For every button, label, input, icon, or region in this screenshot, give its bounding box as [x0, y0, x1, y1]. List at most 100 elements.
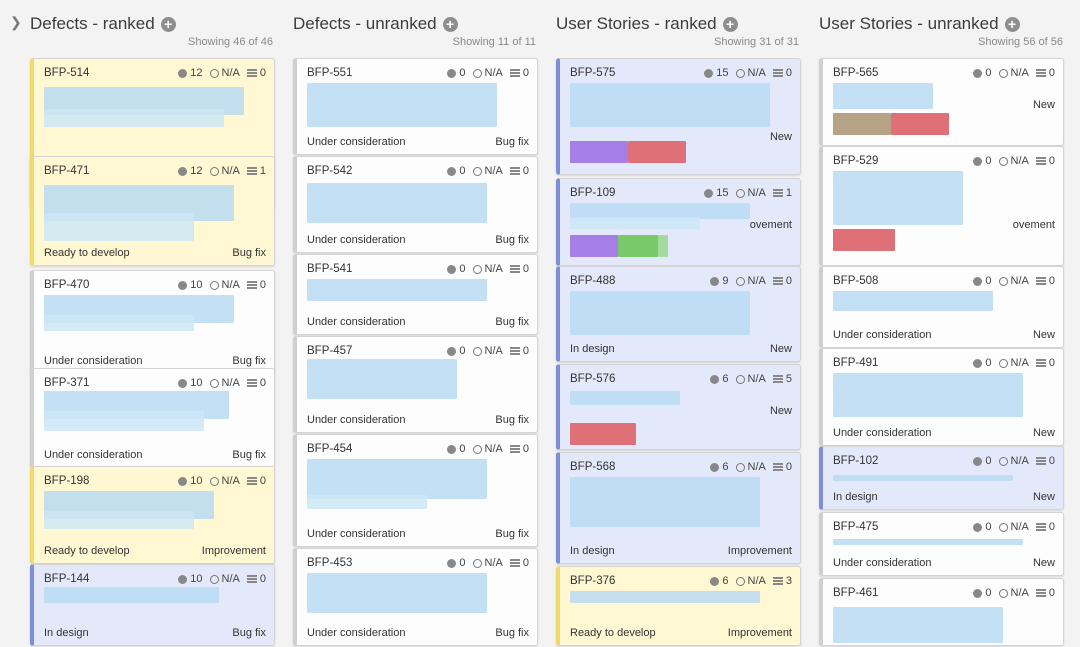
- story-card[interactable]: BFP-454 0 N/A 0 Under consideration Bug fix: [293, 434, 538, 547]
- estimate-value: N/A: [747, 187, 766, 199]
- card-id[interactable]: BFP-576: [570, 373, 616, 385]
- story-card[interactable]: BFP-508 0 N/A 0 Under consideration New: [819, 266, 1064, 348]
- list-icon: [772, 277, 783, 285]
- list-icon: [1035, 277, 1046, 285]
- story-card[interactable]: BFP-109 15 N/A 1 ovement: [556, 178, 801, 266]
- info-icon: [704, 188, 714, 198]
- card-type: New: [1032, 99, 1055, 111]
- story-card[interactable]: BFP-542 0 N/A 0 Under consideration Bug fix: [293, 156, 538, 253]
- card-meta: 12 N/A 1: [178, 165, 266, 177]
- estimate-value: N/A: [221, 67, 240, 79]
- discussion-count-value: 12: [190, 165, 203, 177]
- story-card[interactable]: BFP-471 12 N/A 1 Ready to develop Bug fix: [30, 156, 275, 266]
- chevron-right-icon[interactable]: ❯: [10, 14, 22, 30]
- estimate: N/A: [472, 345, 503, 357]
- story-card[interactable]: BFP-551 0 N/A 0 Under consideration Bug fix: [293, 58, 538, 155]
- task-count-value: 0: [1048, 357, 1055, 369]
- card-id[interactable]: BFP-198: [44, 475, 90, 487]
- discussion-count-value: 6: [722, 461, 729, 473]
- redacted-title: [307, 359, 457, 399]
- task-count-value: 0: [1048, 455, 1055, 467]
- task-count: 0: [1035, 521, 1055, 533]
- card-id[interactable]: BFP-488: [570, 275, 616, 287]
- card-id[interactable]: BFP-461: [833, 587, 879, 599]
- redacted-title: [44, 315, 194, 331]
- card-id[interactable]: BFP-508: [833, 275, 879, 287]
- card-id[interactable]: BFP-575: [570, 67, 616, 79]
- estimate: N/A: [735, 575, 766, 587]
- add-card-icon[interactable]: +: [722, 16, 738, 32]
- discussion-count: 0: [973, 67, 992, 79]
- task-count: 0: [772, 461, 792, 473]
- card-id[interactable]: BFP-102: [833, 455, 879, 467]
- card-id[interactable]: BFP-470: [44, 279, 90, 291]
- estimate-value: N/A: [484, 345, 503, 357]
- add-card-icon[interactable]: +: [160, 16, 176, 32]
- story-card[interactable]: BFP-102 0 N/A 0 In design New: [819, 446, 1064, 510]
- clock-icon: [209, 280, 219, 290]
- story-card[interactable]: BFP-198 10 N/A 0 Ready to develop Improvement: [30, 466, 275, 564]
- redacted-title: [44, 213, 194, 241]
- estimate-value: N/A: [221, 165, 240, 177]
- card-id[interactable]: BFP-454: [307, 443, 353, 455]
- story-card[interactable]: BFP-470 10 N/A 0 Under consideration Bug fix: [30, 270, 275, 374]
- redacted-title: [44, 511, 194, 529]
- story-card[interactable]: BFP-376 6 N/A 3 Ready to develop Improvement: [556, 566, 801, 646]
- discussion-count-value: 0: [985, 587, 992, 599]
- story-card[interactable]: BFP-529 0 N/A 0 ovement: [819, 146, 1064, 266]
- estimate: N/A: [998, 521, 1029, 533]
- card-id[interactable]: BFP-565: [833, 67, 879, 79]
- story-card[interactable]: BFP-541 0 N/A 0 Under consideration Bug fix: [293, 254, 538, 335]
- story-card[interactable]: BFP-491 0 N/A 0 Under consideration New: [819, 348, 1064, 446]
- card-id[interactable]: BFP-541: [307, 263, 353, 275]
- card-id[interactable]: BFP-542: [307, 165, 353, 177]
- card-id[interactable]: BFP-529: [833, 155, 879, 167]
- story-card[interactable]: BFP-576 6 N/A 5 New: [556, 364, 801, 450]
- card-id[interactable]: BFP-109: [570, 187, 616, 199]
- story-card[interactable]: BFP-457 0 N/A 0 Under consideration Bug fix: [293, 336, 538, 433]
- clock-icon: [998, 68, 1008, 78]
- card-id[interactable]: BFP-371: [44, 377, 90, 389]
- card-id[interactable]: BFP-471: [44, 165, 90, 177]
- clock-icon: [998, 456, 1008, 466]
- story-card[interactable]: BFP-461 0 N/A 0: [819, 578, 1064, 646]
- list-icon: [1035, 157, 1046, 165]
- story-card[interactable]: BFP-453 0 N/A 0 Under consideration Bug fix: [293, 548, 538, 646]
- discussion-count: 12: [178, 165, 203, 177]
- discussion-count: 0: [973, 155, 992, 167]
- info-icon: [973, 588, 983, 598]
- task-count: 0: [1035, 587, 1055, 599]
- redacted-title: [570, 391, 680, 405]
- card-id[interactable]: BFP-475: [833, 521, 879, 533]
- card-status: Under consideration: [44, 449, 143, 461]
- column-count: Showing 11 of 11: [452, 36, 536, 48]
- story-card[interactable]: BFP-488 9 N/A 0 In design New: [556, 266, 801, 362]
- story-card[interactable]: BFP-568 6 N/A 0 In design Improvement: [556, 452, 801, 564]
- story-card[interactable]: BFP-565 0 N/A 0 New: [819, 58, 1064, 146]
- add-card-icon[interactable]: +: [442, 16, 458, 32]
- card-id[interactable]: BFP-568: [570, 461, 616, 473]
- card-id[interactable]: BFP-551: [307, 67, 353, 79]
- story-card[interactable]: BFP-475 0 N/A 0 Under consideration New: [819, 512, 1064, 576]
- card-id[interactable]: BFP-491: [833, 357, 879, 369]
- list-icon: [509, 167, 520, 175]
- card-id[interactable]: BFP-514: [44, 67, 90, 79]
- card-id[interactable]: BFP-376: [570, 575, 616, 587]
- add-card-icon[interactable]: +: [1004, 16, 1020, 32]
- discussion-count-value: 10: [190, 279, 203, 291]
- discussion-count-value: 15: [716, 187, 729, 199]
- story-card[interactable]: BFP-144 10 N/A 0 In design Bug fix: [30, 564, 275, 646]
- estimate: N/A: [735, 461, 766, 473]
- card-id[interactable]: BFP-144: [44, 573, 90, 585]
- estimate-value: N/A: [1010, 357, 1029, 369]
- clock-icon: [209, 476, 219, 486]
- discussion-count: 12: [178, 67, 203, 79]
- card-type: Improvement: [201, 545, 266, 557]
- story-card[interactable]: BFP-575 15 N/A 0 New: [556, 58, 801, 175]
- estimate: N/A: [472, 557, 503, 569]
- card-id[interactable]: BFP-457: [307, 345, 353, 357]
- story-card[interactable]: BFP-371 10 N/A 0 Under consideration Bug fix: [30, 368, 275, 468]
- discussion-count-value: 0: [985, 357, 992, 369]
- card-id[interactable]: BFP-453: [307, 557, 353, 569]
- clock-icon: [209, 166, 219, 176]
